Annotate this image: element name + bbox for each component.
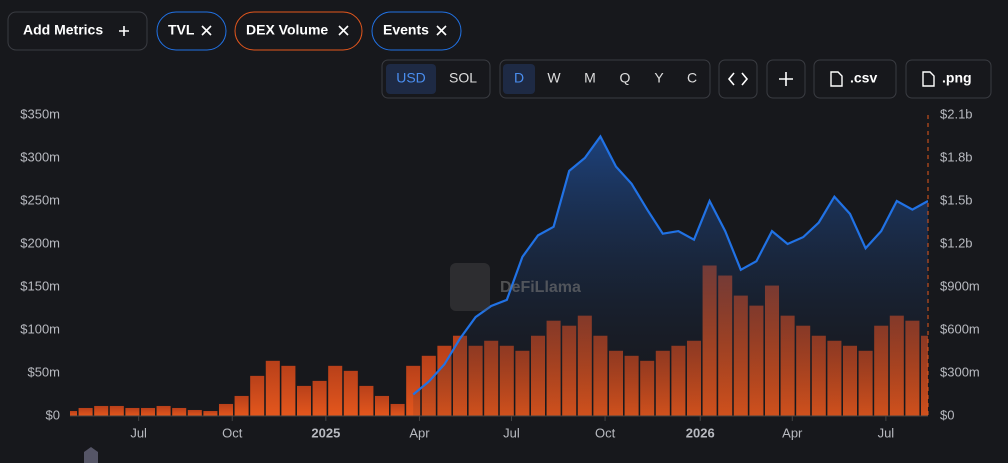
code-icon [727,72,749,86]
y2-tick-label: $900m [940,278,980,293]
bar [78,407,93,416]
bar [312,380,327,416]
tvl-pill[interactable] [156,11,227,51]
area [413,136,928,416]
x-tick-label: 2025 [311,425,340,440]
y-tick-label: $350m [20,106,60,121]
close-icon[interactable] [338,25,349,36]
bar [390,403,405,416]
x-tick-label: Oct [222,425,243,440]
y2-tick-label: $600m [940,321,980,336]
bar [187,409,202,416]
bar [125,407,140,416]
file-icon [922,71,935,87]
bar [328,365,343,416]
selected-bg [503,64,535,94]
y-tick-label: $150m [20,278,60,293]
x-tick-label: Jul [503,425,520,440]
bar [94,405,109,416]
bar [343,370,358,416]
toolbar: Add Metrics TVL DEX Volume Events USD SO… [7,11,992,99]
bar [281,365,296,416]
embed-button[interactable] [718,59,758,99]
x-tick-label: 2026 [686,425,715,440]
bar [234,395,249,416]
bar [250,375,265,416]
y-tick-label: $300m [20,149,60,164]
x-tick-label: Apr [782,425,803,440]
close-icon[interactable] [436,25,447,36]
plus-icon [779,72,793,86]
currency-sol[interactable]: SOL [449,70,477,86]
bar [70,410,78,416]
y2-tick-label: $1.5b [940,192,973,207]
bar [203,410,218,416]
bar [374,395,390,416]
add-metrics-button[interactable] [7,11,148,51]
y-tick-label: $100m [20,321,60,336]
period-m[interactable]: M [584,70,596,86]
png-button[interactable] [905,59,992,99]
plus-icon [119,26,129,36]
period-c[interactable]: C [687,70,697,86]
selected-bg [386,64,436,94]
y2-tick-label: $2.1b [940,106,973,121]
bar [156,405,171,416]
period-y[interactable]: Y [654,70,664,86]
bar [218,403,234,416]
bar [296,385,312,416]
events-label: Events [383,22,429,38]
events-pill[interactable] [371,11,462,51]
period-group [499,59,711,99]
file-icon [830,71,843,87]
y2-tick-label: $0 [940,407,954,422]
bar [109,405,124,416]
dex-volume-pill[interactable] [234,11,363,51]
bar [265,360,280,416]
y-tick-label: $0 [46,407,60,422]
x-tick-label: Oct [595,425,616,440]
x-tick-label: Apr [409,425,430,440]
x-tick-label: Jul [130,425,147,440]
period-q[interactable]: Q [620,70,631,86]
y2-tick-label: $300m [940,364,980,379]
tvl-label: TVL [168,22,195,38]
png-label: .png [942,70,972,86]
bar [172,407,187,416]
dex-volume-label: DEX Volume [246,22,328,38]
y-tick-label: $200m [20,235,60,250]
line [412,134,928,396]
currency-usd[interactable]: USD [396,70,426,86]
bar [359,385,374,416]
watermark: DeFiLlama [500,279,581,296]
period-d[interactable]: D [514,70,524,86]
watermark-logo [450,263,490,311]
period-w[interactable]: W [547,70,561,86]
plot-area [70,134,928,416]
csv-button[interactable] [813,59,897,99]
y2-tick-label: $1.8b [940,149,973,164]
add-metrics-label: Add Metrics [23,22,103,38]
y-tick-label: $50m [27,364,60,379]
close-icon[interactable] [201,25,212,36]
x-tick-label: Jul [878,425,895,440]
bar [140,407,156,416]
csv-label: .csv [850,70,877,86]
events-icon [84,447,98,463]
y-tick-label: $250m [20,192,60,207]
y2-tick-label: $1.2b [940,235,973,250]
